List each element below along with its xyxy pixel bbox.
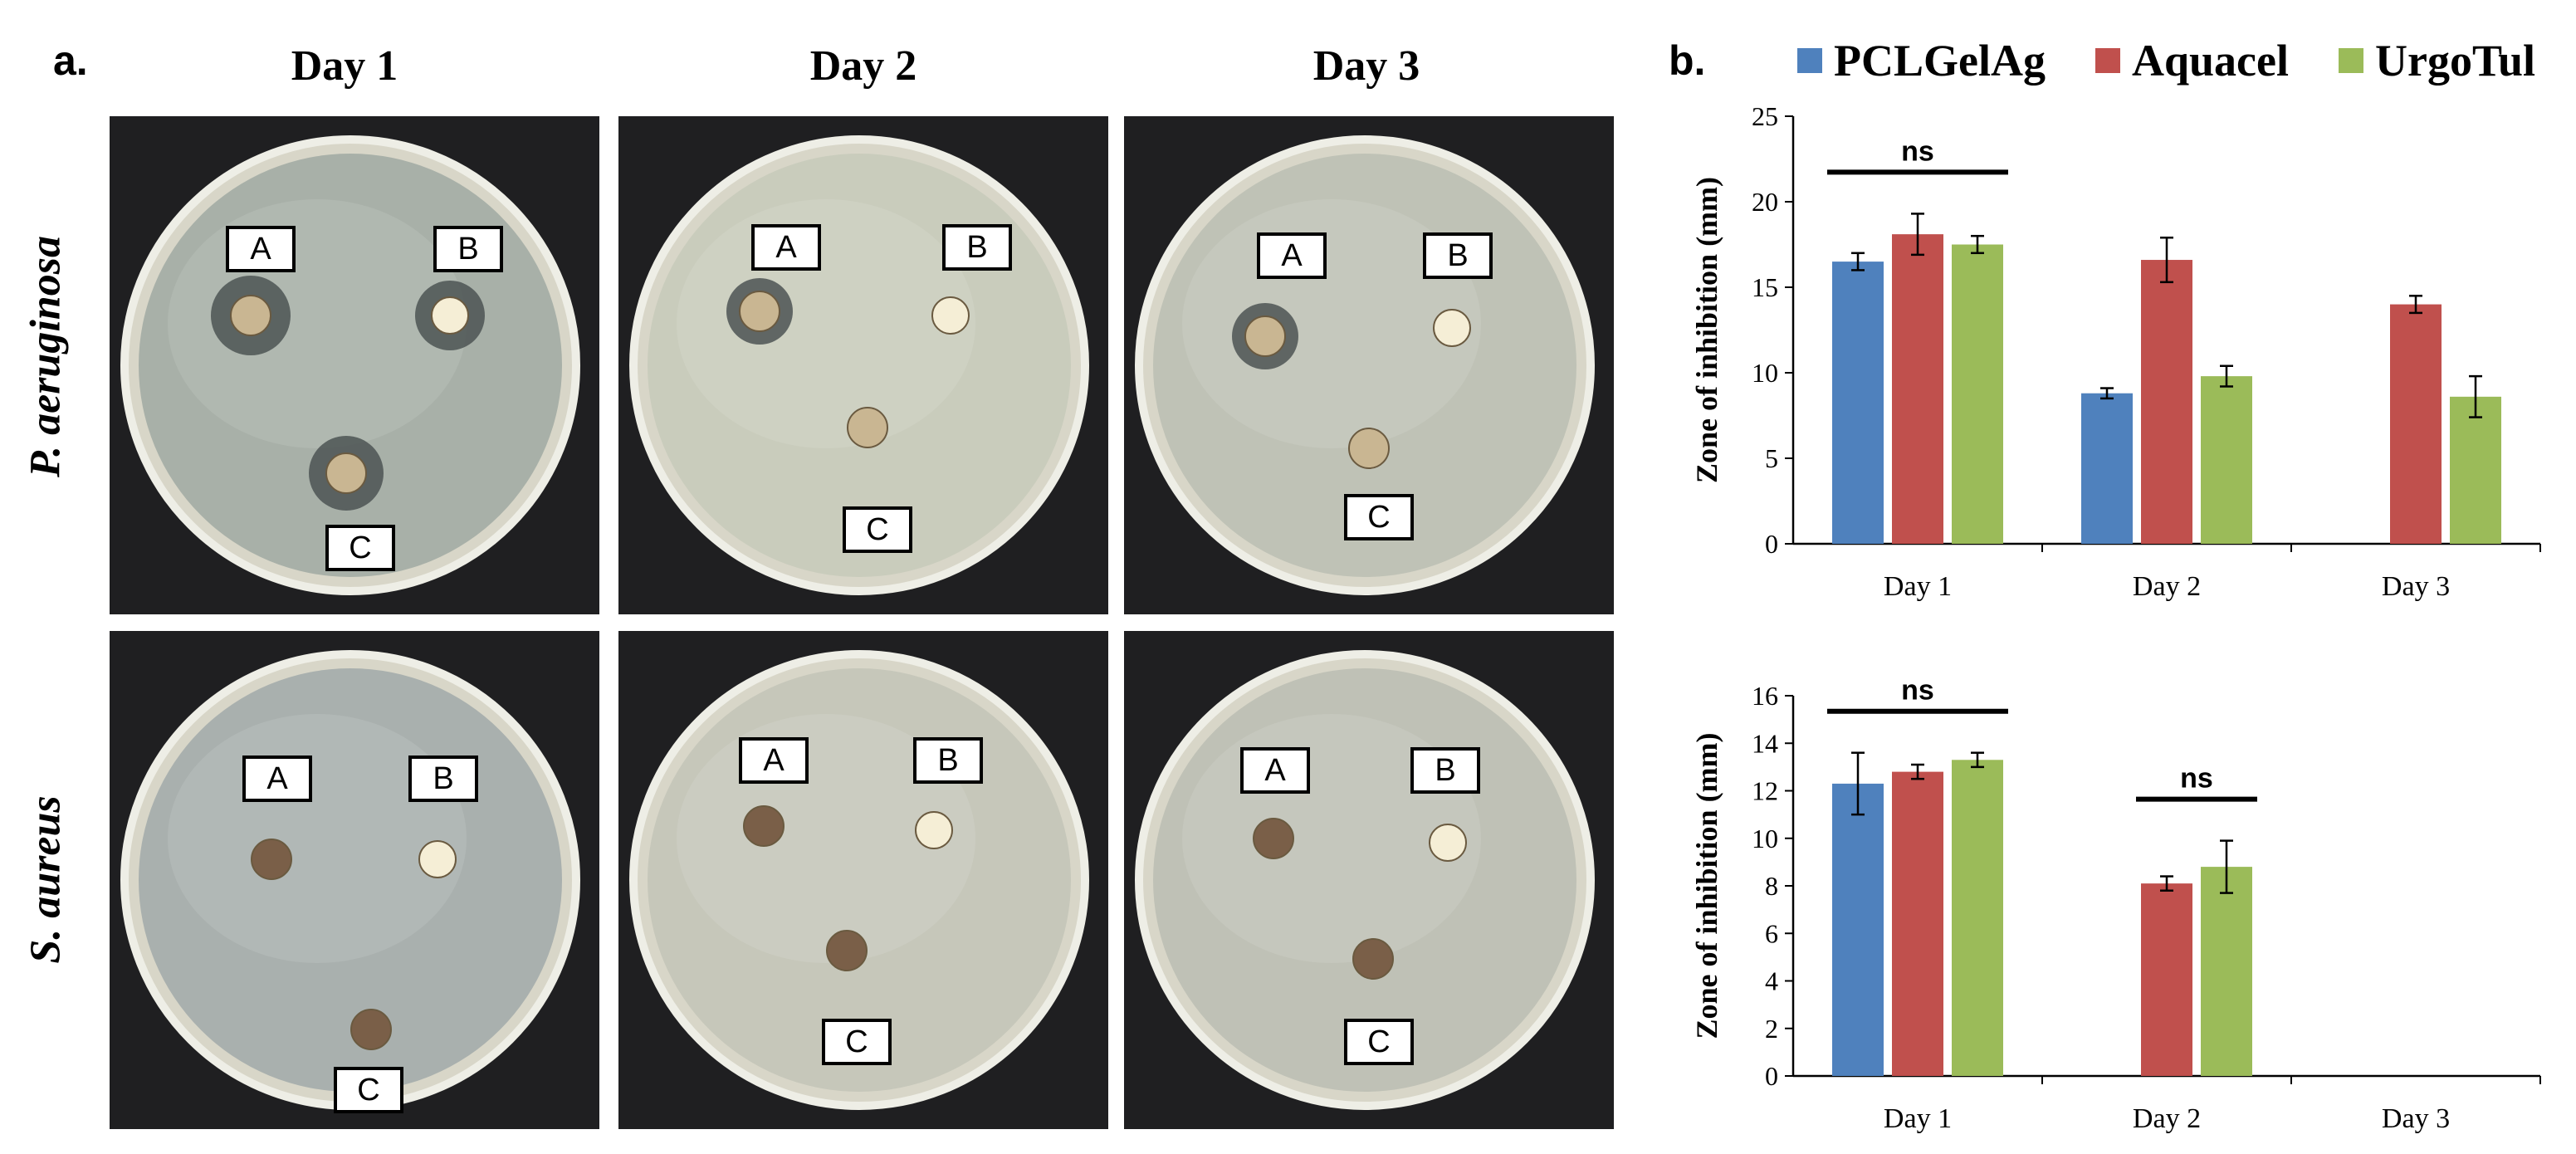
disc-label-b: B (1410, 747, 1480, 794)
petri-photo-s-aureus-day-1: A B C (110, 631, 599, 1129)
chart-0-bar-urgotul-2 (2450, 396, 2501, 544)
disc-label-b: B (1423, 232, 1493, 279)
row-label-s-aureus: S. aureus (22, 795, 70, 964)
chart-1-ytick-label-16: 16 (1752, 681, 1778, 711)
disc-label-b: B (942, 224, 1012, 271)
chart-0-ytick-label-20: 20 (1752, 187, 1778, 217)
disc-label-c: C (1344, 1019, 1414, 1065)
disc-label-b: B (433, 226, 503, 272)
row-label-p-aeruginosa: P. aeruginosa (22, 236, 70, 477)
chart-1-bar-aquacel-0 (1892, 771, 1943, 1076)
chart-0-bar-aquacel-2 (2390, 304, 2442, 544)
disc-label-c: C (334, 1067, 403, 1113)
chart-1-ytick-label-6: 6 (1765, 918, 1778, 948)
panel-b-letter: b. (1669, 37, 1706, 84)
legend-swatch-pclgelag (1797, 48, 1822, 73)
disc-label-c: C (843, 506, 912, 553)
chart-0-ytick-label-5: 5 (1765, 443, 1778, 473)
chart-1-ytick-label-12: 12 (1752, 776, 1778, 806)
petri-photo-s-aureus-day-3: A B C (1124, 631, 1614, 1129)
legend-label-urgotul: UrgoTul (2374, 36, 2536, 86)
chart-1-y-axis-label: Zone of inhibition (mm) (1690, 732, 1723, 1039)
chart-0-ytick-label-15: 15 (1752, 272, 1778, 302)
chart-1-bar-pclgelag-0 (1832, 783, 1884, 1076)
petri-photo-p-aeruginosa-day-2: A B C (618, 116, 1108, 614)
petri-photo-p-aeruginosa-day-3: A B C (1124, 116, 1614, 614)
chart-1-xtick-label-0: Day 1 (1884, 1103, 1952, 1134)
column-header-day-1: Day 1 (291, 42, 398, 90)
chart-0-bar-aquacel-0 (1892, 234, 1943, 544)
chart-0-ytick-label-25: 25 (1752, 101, 1778, 131)
chart-1-bar-aquacel-1 (2141, 883, 2192, 1076)
chart-1-sig-label-0: ns (1901, 675, 1934, 707)
chart-1-ytick-label-4: 4 (1765, 966, 1778, 996)
chart-0-bar-urgotul-0 (1952, 244, 2003, 544)
disc-label-a: A (739, 737, 809, 784)
petri-photo-s-aureus-day-2: A B C (618, 631, 1108, 1129)
chart-0-sig-label-0: ns (1901, 135, 1934, 167)
disc-label-a: A (1240, 747, 1310, 794)
petri-photo-p-aeruginosa-day-1: A B C (110, 116, 599, 614)
chart-1-bar-urgotul-1 (2201, 867, 2252, 1076)
chart-0-ytick-label-10: 10 (1752, 358, 1778, 388)
disc-label-c: C (822, 1019, 892, 1065)
chart-0-ytick-label-0: 0 (1765, 529, 1778, 559)
column-header-day-3: Day 3 (1312, 42, 1420, 90)
legend-item-aquacel: Aquacel (2095, 35, 2289, 86)
disc-label-a: A (1257, 232, 1327, 279)
disc-label-b: B (913, 737, 983, 784)
legend: PCLGelAg Aquacel UrgoTul (1797, 35, 2535, 86)
chart-1-xtick-label-1: Day 2 (2133, 1103, 2201, 1134)
disc-label-c: C (1344, 494, 1414, 540)
legend-label-aquacel: Aquacel (2131, 36, 2289, 86)
chart-0-xtick-label-0: Day 1 (1884, 571, 1952, 602)
legend-swatch-urgotul (2338, 48, 2363, 73)
disc-label-a: A (242, 755, 312, 802)
chart-1-ytick-label-10: 10 (1752, 824, 1778, 853)
disc-label-a: A (226, 226, 296, 272)
chart-1-ytick-label-2: 2 (1765, 1014, 1778, 1044)
panel-a-letter: a. (53, 37, 88, 84)
disc-label-c: C (325, 525, 395, 571)
chart-0-xtick-label-2: Day 3 (2382, 571, 2450, 602)
legend-item-urgotul: UrgoTul (2338, 35, 2536, 86)
chart-1-sig-label-1: ns (2180, 763, 2213, 795)
chart-0-xtick-label-1: Day 2 (2133, 571, 2201, 602)
chart-1-ytick-label-8: 8 (1765, 871, 1778, 901)
chart-1-bar-urgotul-0 (1952, 760, 2003, 1076)
chart-0-bar-urgotul-1 (2201, 376, 2252, 544)
chart-0-bar-aquacel-1 (2141, 260, 2192, 544)
chart-0-bar-pclgelag-1 (2081, 393, 2133, 544)
chart-1-ytick-label-14: 14 (1752, 728, 1778, 758)
legend-swatch-aquacel (2095, 48, 2120, 73)
column-header-day-2: Day 2 (809, 42, 917, 90)
chart-0-bar-pclgelag-0 (1832, 262, 1884, 544)
disc-label-a: A (751, 224, 821, 271)
chart-1-xtick-label-2: Day 3 (2382, 1103, 2450, 1134)
chart-1-ytick-label-0: 0 (1765, 1061, 1778, 1091)
chart-0-y-axis-label: Zone of inhibition (mm) (1690, 177, 1723, 483)
legend-label-pclgelag: PCLGelAg (1834, 36, 2046, 86)
disc-label-b: B (408, 755, 478, 802)
legend-item-pclgelag: PCLGelAg (1797, 35, 2046, 86)
